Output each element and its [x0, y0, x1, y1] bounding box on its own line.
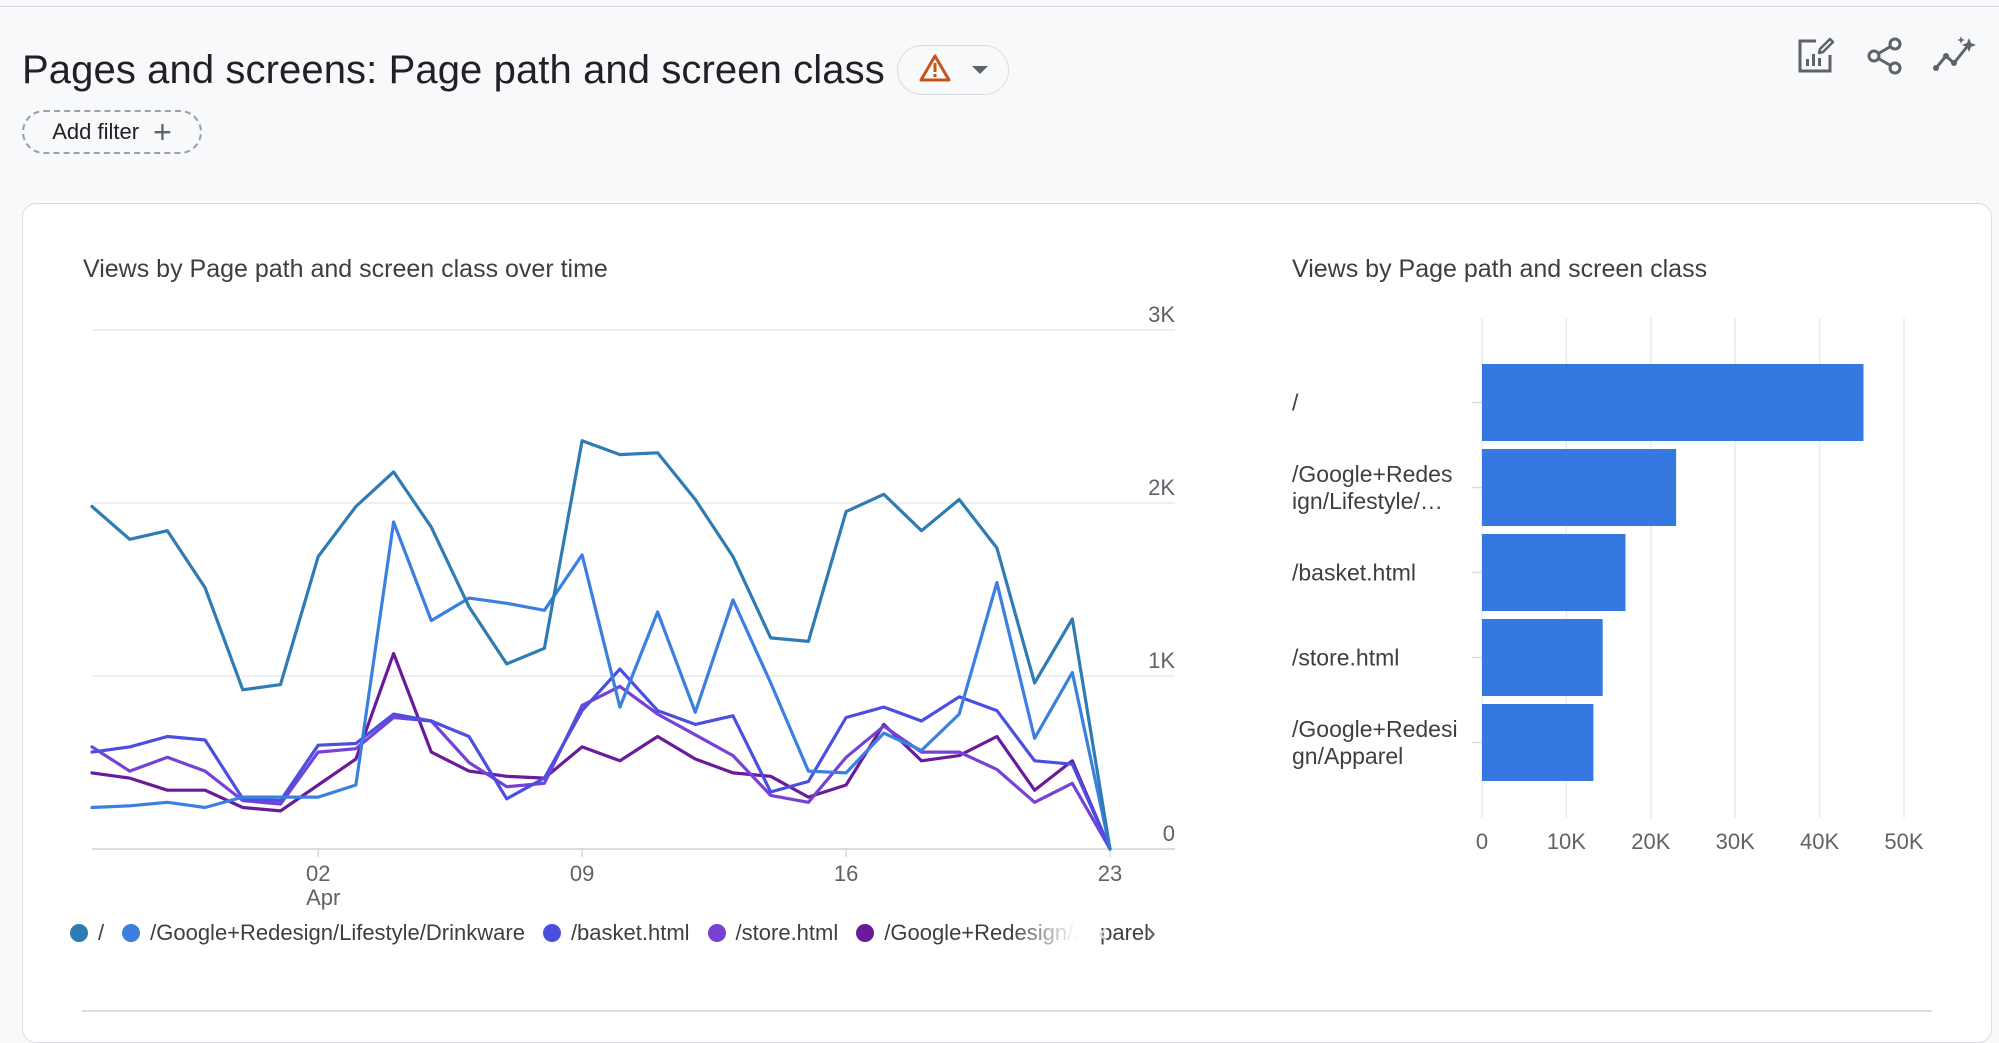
share-icon	[1865, 36, 1905, 81]
legend-label: /store.html	[735, 920, 839, 945]
legend-swatch	[122, 924, 141, 942]
insights-sparkle-icon	[1933, 35, 1977, 81]
card-bottom-divider	[82, 1010, 1932, 1012]
line-chart-title: Views by Page path and screen class over…	[83, 255, 608, 283]
charts-card	[22, 203, 1992, 1043]
warning-triangle-icon	[918, 53, 952, 88]
top-divider	[0, 6, 1999, 7]
caret-down-icon	[971, 66, 988, 74]
share-button[interactable]	[1863, 36, 1907, 80]
legend-label: /basket.html	[570, 920, 690, 945]
add-filter-label: Add filter	[52, 119, 140, 144]
legend-item[interactable]: /Google+Redesign/Lifestyle/Drinkware	[122, 920, 525, 946]
customize-report-button[interactable]	[1793, 36, 1837, 80]
legend-swatch	[856, 924, 875, 942]
legend-label: /	[98, 920, 105, 945]
legend-label: /Google+Redesign/Lifestyle/Drinkware	[150, 920, 525, 945]
plus-icon: +	[153, 114, 172, 150]
insights-button[interactable]	[1933, 35, 1977, 81]
chevron-left-icon[interactable]: ‹	[1098, 916, 1108, 949]
legend-item[interactable]: /	[70, 920, 104, 946]
report-header: Pages and screens: Page path and screen …	[22, 38, 1009, 102]
report-options-chip[interactable]	[896, 45, 1009, 95]
legend-item[interactable]: /basket.html	[542, 920, 690, 946]
legend-fade	[1010, 916, 1100, 950]
header-actions	[1793, 35, 1977, 81]
bar-chart-title: Views by Page path and screen class	[1292, 255, 1708, 283]
add-filter-button[interactable]: Add filter +	[22, 110, 202, 154]
legend-item[interactable]: /store.html	[707, 920, 839, 946]
legend-swatch	[542, 924, 561, 942]
page-title: Pages and screens: Page path and screen …	[22, 47, 885, 92]
chevron-right-icon[interactable]: ›	[1146, 916, 1156, 949]
edit-chart-icon	[1794, 35, 1836, 82]
legend-swatch	[707, 924, 726, 942]
legend-swatch	[70, 924, 88, 942]
